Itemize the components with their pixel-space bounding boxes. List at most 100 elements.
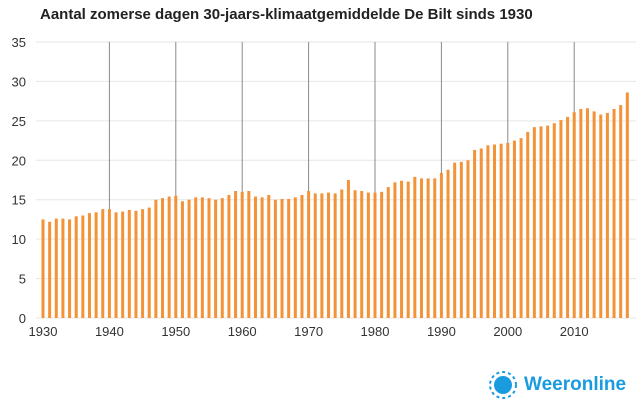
bar-1931 (48, 221, 52, 318)
bar-1946 (147, 207, 151, 318)
bar-1961 (247, 191, 251, 318)
bar-1965 (273, 199, 277, 318)
x-tick-label: 1950 (161, 324, 190, 339)
bar-1953 (194, 197, 198, 318)
y-tick-label: 25 (12, 114, 26, 129)
bar-1985 (406, 181, 410, 318)
y-tick-label: 30 (12, 74, 26, 89)
bar-1976 (346, 180, 350, 318)
bar-1941 (114, 212, 118, 318)
bar-1983 (393, 182, 397, 318)
x-tick-label: 1970 (294, 324, 323, 339)
bar-2018 (625, 92, 629, 319)
bar-1954 (200, 197, 204, 318)
bar-1969 (300, 194, 304, 318)
logo-text: Weeronline (524, 374, 627, 395)
bar-1993 (459, 161, 463, 318)
bar-1994 (466, 160, 470, 318)
bar-1940 (107, 209, 111, 318)
bar-1984 (400, 180, 404, 318)
bar-1970 (307, 191, 311, 318)
bar-1959 (234, 191, 238, 318)
y-tick-label: 35 (12, 35, 26, 50)
bar-1997 (486, 145, 490, 318)
bar-1938 (94, 212, 98, 318)
bar-2011 (579, 109, 583, 319)
bar-1952 (187, 199, 191, 318)
bar-1935 (74, 216, 78, 318)
x-tick-label: 1930 (29, 324, 58, 339)
bar-1981 (380, 191, 384, 318)
bar-1986 (413, 176, 417, 318)
bar-1989 (433, 178, 437, 318)
bar-1977 (353, 190, 357, 318)
bar-1987 (419, 178, 423, 318)
bar-2013 (592, 111, 596, 318)
bar-1963 (260, 197, 264, 318)
bar-1978 (360, 191, 364, 318)
bar-1942 (121, 211, 125, 318)
x-tick-label: 1980 (361, 324, 390, 339)
bar-2012 (585, 108, 589, 319)
bar-1957 (220, 198, 224, 318)
bar-2007 (552, 123, 556, 318)
sun-logo-icon (489, 371, 517, 399)
y-tick-label: 20 (12, 153, 26, 168)
bar-1973 (327, 192, 331, 318)
bar-1964 (267, 194, 271, 318)
chart-title: Aantal zomerse dagen 30-jaars-klimaatgem… (40, 6, 533, 23)
bar-2015 (605, 112, 609, 318)
bar-1949 (167, 196, 171, 318)
x-tick-label: 1990 (427, 324, 456, 339)
bar-1982 (386, 187, 390, 318)
y-tick-label: 15 (12, 193, 26, 208)
bar-2010 (572, 112, 576, 318)
bar-1947 (154, 199, 158, 318)
bar-2016 (612, 109, 616, 319)
y-tick-label: 0 (19, 311, 26, 326)
x-tick-label: 2010 (560, 324, 589, 339)
bar-1960 (240, 191, 244, 318)
bar-1951 (180, 201, 184, 318)
bar-1980 (373, 192, 377, 318)
bar-1967 (287, 198, 291, 318)
bar-1958 (227, 194, 231, 318)
bar-1971 (313, 193, 317, 318)
bar-1950 (174, 195, 178, 318)
bar-1932 (54, 218, 58, 318)
bar-1933 (61, 218, 65, 318)
bar-1936 (81, 215, 85, 318)
y-tick-label: 10 (12, 232, 26, 247)
bar-1966 (280, 198, 284, 318)
bar-1956 (214, 199, 218, 318)
bar-1948 (161, 198, 165, 318)
bar-1974 (333, 193, 337, 318)
bar-1990 (439, 172, 443, 318)
bar-2002 (519, 138, 523, 318)
x-tick-label: 1940 (95, 324, 124, 339)
bar-1972 (320, 193, 324, 318)
bar-1979 (366, 192, 370, 318)
bar-1975 (340, 189, 344, 318)
y-tick-label: 5 (19, 272, 26, 287)
bar-1945 (141, 209, 145, 318)
x-tick-label: 1960 (228, 324, 257, 339)
weeronline-logo: Weeronline (488, 370, 626, 400)
bar-1998 (493, 144, 497, 318)
bar-1995 (473, 150, 477, 318)
bar-1944 (134, 210, 138, 318)
bar-1999 (499, 143, 503, 318)
bar-1988 (426, 178, 430, 318)
bar-1962 (253, 196, 257, 318)
bar-2008 (559, 120, 563, 318)
bar-1930 (41, 219, 45, 318)
bar-2003 (526, 131, 530, 318)
bar-2006 (546, 125, 550, 319)
x-tick-label: 2000 (493, 324, 522, 339)
bar-2014 (599, 114, 603, 318)
bar-2004 (532, 127, 536, 318)
bar-2009 (566, 116, 570, 319)
bar-2005 (539, 126, 543, 319)
bar-1955 (207, 198, 211, 318)
